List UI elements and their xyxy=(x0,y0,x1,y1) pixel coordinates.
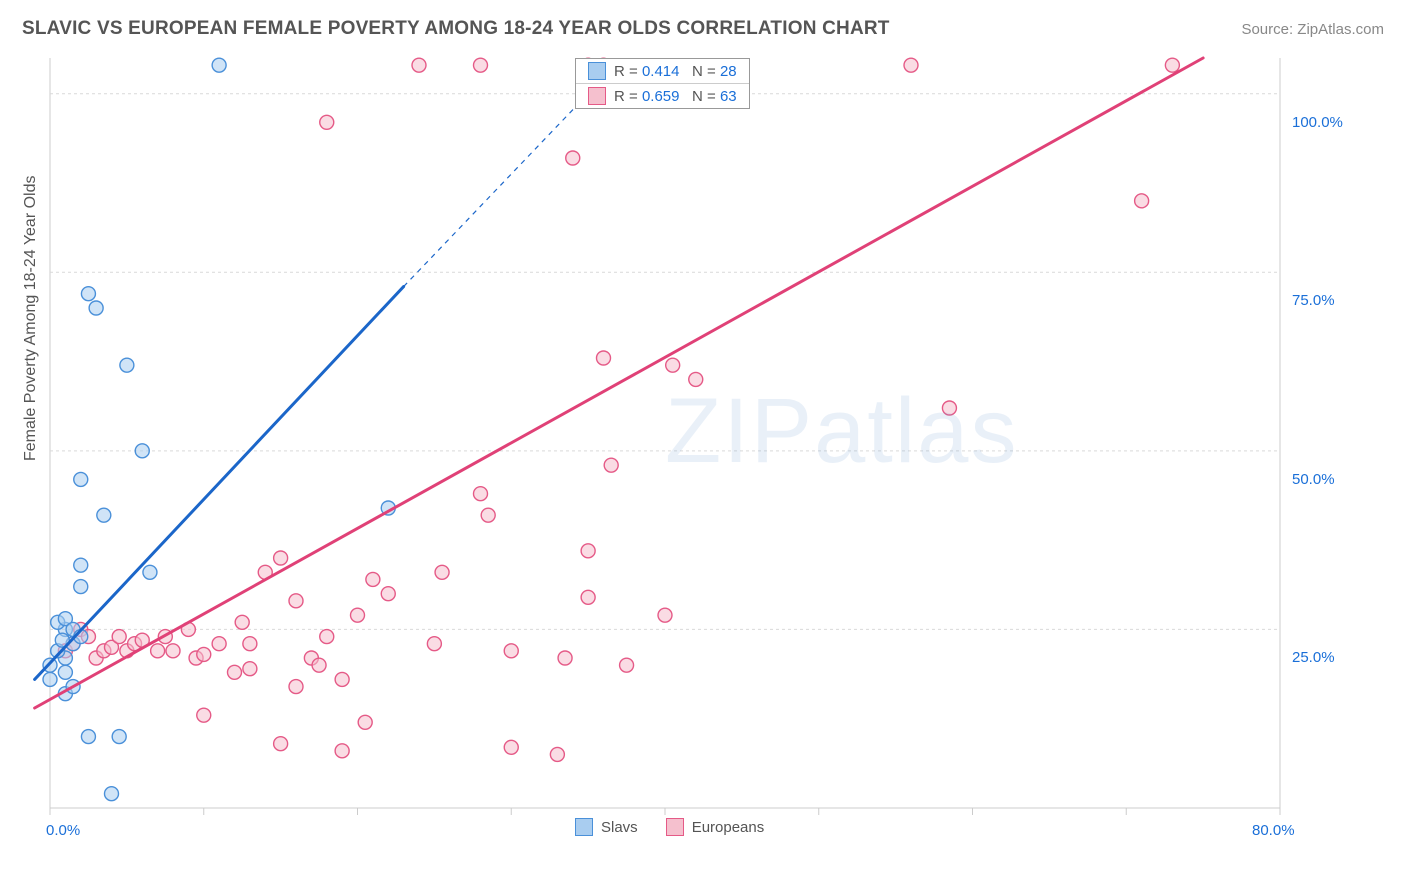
data-point xyxy=(197,708,211,722)
data-point xyxy=(689,372,703,386)
y-axis-label: Female Poverty Among 18-24 Year Olds xyxy=(22,176,40,462)
data-point xyxy=(351,608,365,622)
data-point xyxy=(474,487,488,501)
legend-label: Slavs xyxy=(601,819,638,836)
data-point xyxy=(312,658,326,672)
series-legend: Slavs Europeans xyxy=(575,818,764,836)
chart-title: SLAVIC VS EUROPEAN FEMALE POVERTY AMONG … xyxy=(22,18,890,40)
legend-item: Europeans xyxy=(666,818,765,836)
data-point xyxy=(620,658,634,672)
data-point xyxy=(58,665,72,679)
trend-line-extrapolated xyxy=(404,94,589,287)
data-point xyxy=(320,115,334,129)
data-point xyxy=(274,737,288,751)
data-point xyxy=(904,58,918,72)
legend-row: R = 0.414 N = 28 xyxy=(576,59,749,84)
legend-swatch xyxy=(575,818,593,836)
data-point xyxy=(558,651,572,665)
data-point xyxy=(151,644,165,658)
data-point xyxy=(289,594,303,608)
data-point xyxy=(135,444,149,458)
data-point xyxy=(581,544,595,558)
y-tick-label: 100.0% xyxy=(1292,114,1343,131)
data-point xyxy=(335,672,349,686)
y-tick-label: 50.0% xyxy=(1292,471,1335,488)
data-point xyxy=(74,558,88,572)
data-point xyxy=(74,472,88,486)
data-point xyxy=(289,680,303,694)
data-point xyxy=(658,608,672,622)
x-tick-label: 80.0% xyxy=(1252,822,1295,839)
data-point xyxy=(435,565,449,579)
data-point xyxy=(143,565,157,579)
data-point xyxy=(81,287,95,301)
data-point xyxy=(43,672,57,686)
legend-swatch xyxy=(588,62,606,80)
data-point xyxy=(235,615,249,629)
data-point xyxy=(335,744,349,758)
chart-area: Female Poverty Among 18-24 Year Olds ZIP… xyxy=(0,50,1406,890)
data-point xyxy=(566,151,580,165)
data-point xyxy=(228,665,242,679)
data-point xyxy=(381,587,395,601)
data-point xyxy=(597,351,611,365)
data-point xyxy=(504,740,518,754)
y-tick-label: 75.0% xyxy=(1292,292,1335,309)
y-tick-label: 25.0% xyxy=(1292,649,1335,666)
data-point xyxy=(197,647,211,661)
correlation-legend: R = 0.414 N = 28 R = 0.659 N = 63 xyxy=(575,58,750,109)
data-point xyxy=(1165,58,1179,72)
data-point xyxy=(942,401,956,415)
data-point xyxy=(504,644,518,658)
data-point xyxy=(112,730,126,744)
data-point xyxy=(481,508,495,522)
data-point xyxy=(74,580,88,594)
data-point xyxy=(1135,194,1149,208)
data-point xyxy=(550,747,564,761)
data-point xyxy=(212,637,226,651)
legend-row: R = 0.659 N = 63 xyxy=(576,84,749,108)
data-point xyxy=(358,715,372,729)
legend-swatch xyxy=(666,818,684,836)
data-point xyxy=(474,58,488,72)
trend-line xyxy=(35,287,404,680)
x-tick-label: 0.0% xyxy=(46,822,80,839)
scatter-plot xyxy=(0,50,1406,890)
data-point xyxy=(581,590,595,604)
data-point xyxy=(666,358,680,372)
trend-line xyxy=(35,58,1204,708)
data-point xyxy=(274,551,288,565)
data-point xyxy=(89,301,103,315)
source-label: Source: ZipAtlas.com xyxy=(1241,21,1384,38)
data-point xyxy=(105,787,119,801)
header: SLAVIC VS EUROPEAN FEMALE POVERTY AMONG … xyxy=(0,0,1406,50)
data-point xyxy=(120,358,134,372)
data-point xyxy=(412,58,426,72)
data-point xyxy=(112,630,126,644)
legend-metrics: R = 0.659 N = 63 xyxy=(614,88,737,105)
data-point xyxy=(243,637,257,651)
data-point xyxy=(604,458,618,472)
data-point xyxy=(366,572,380,586)
legend-item: Slavs xyxy=(575,818,638,836)
data-point xyxy=(243,662,257,676)
data-point xyxy=(97,508,111,522)
legend-swatch xyxy=(588,87,606,105)
data-point xyxy=(81,730,95,744)
data-point xyxy=(320,630,334,644)
data-point xyxy=(166,644,180,658)
legend-metrics: R = 0.414 N = 28 xyxy=(614,63,737,80)
data-point xyxy=(212,58,226,72)
data-point xyxy=(427,637,441,651)
legend-label: Europeans xyxy=(692,819,765,836)
